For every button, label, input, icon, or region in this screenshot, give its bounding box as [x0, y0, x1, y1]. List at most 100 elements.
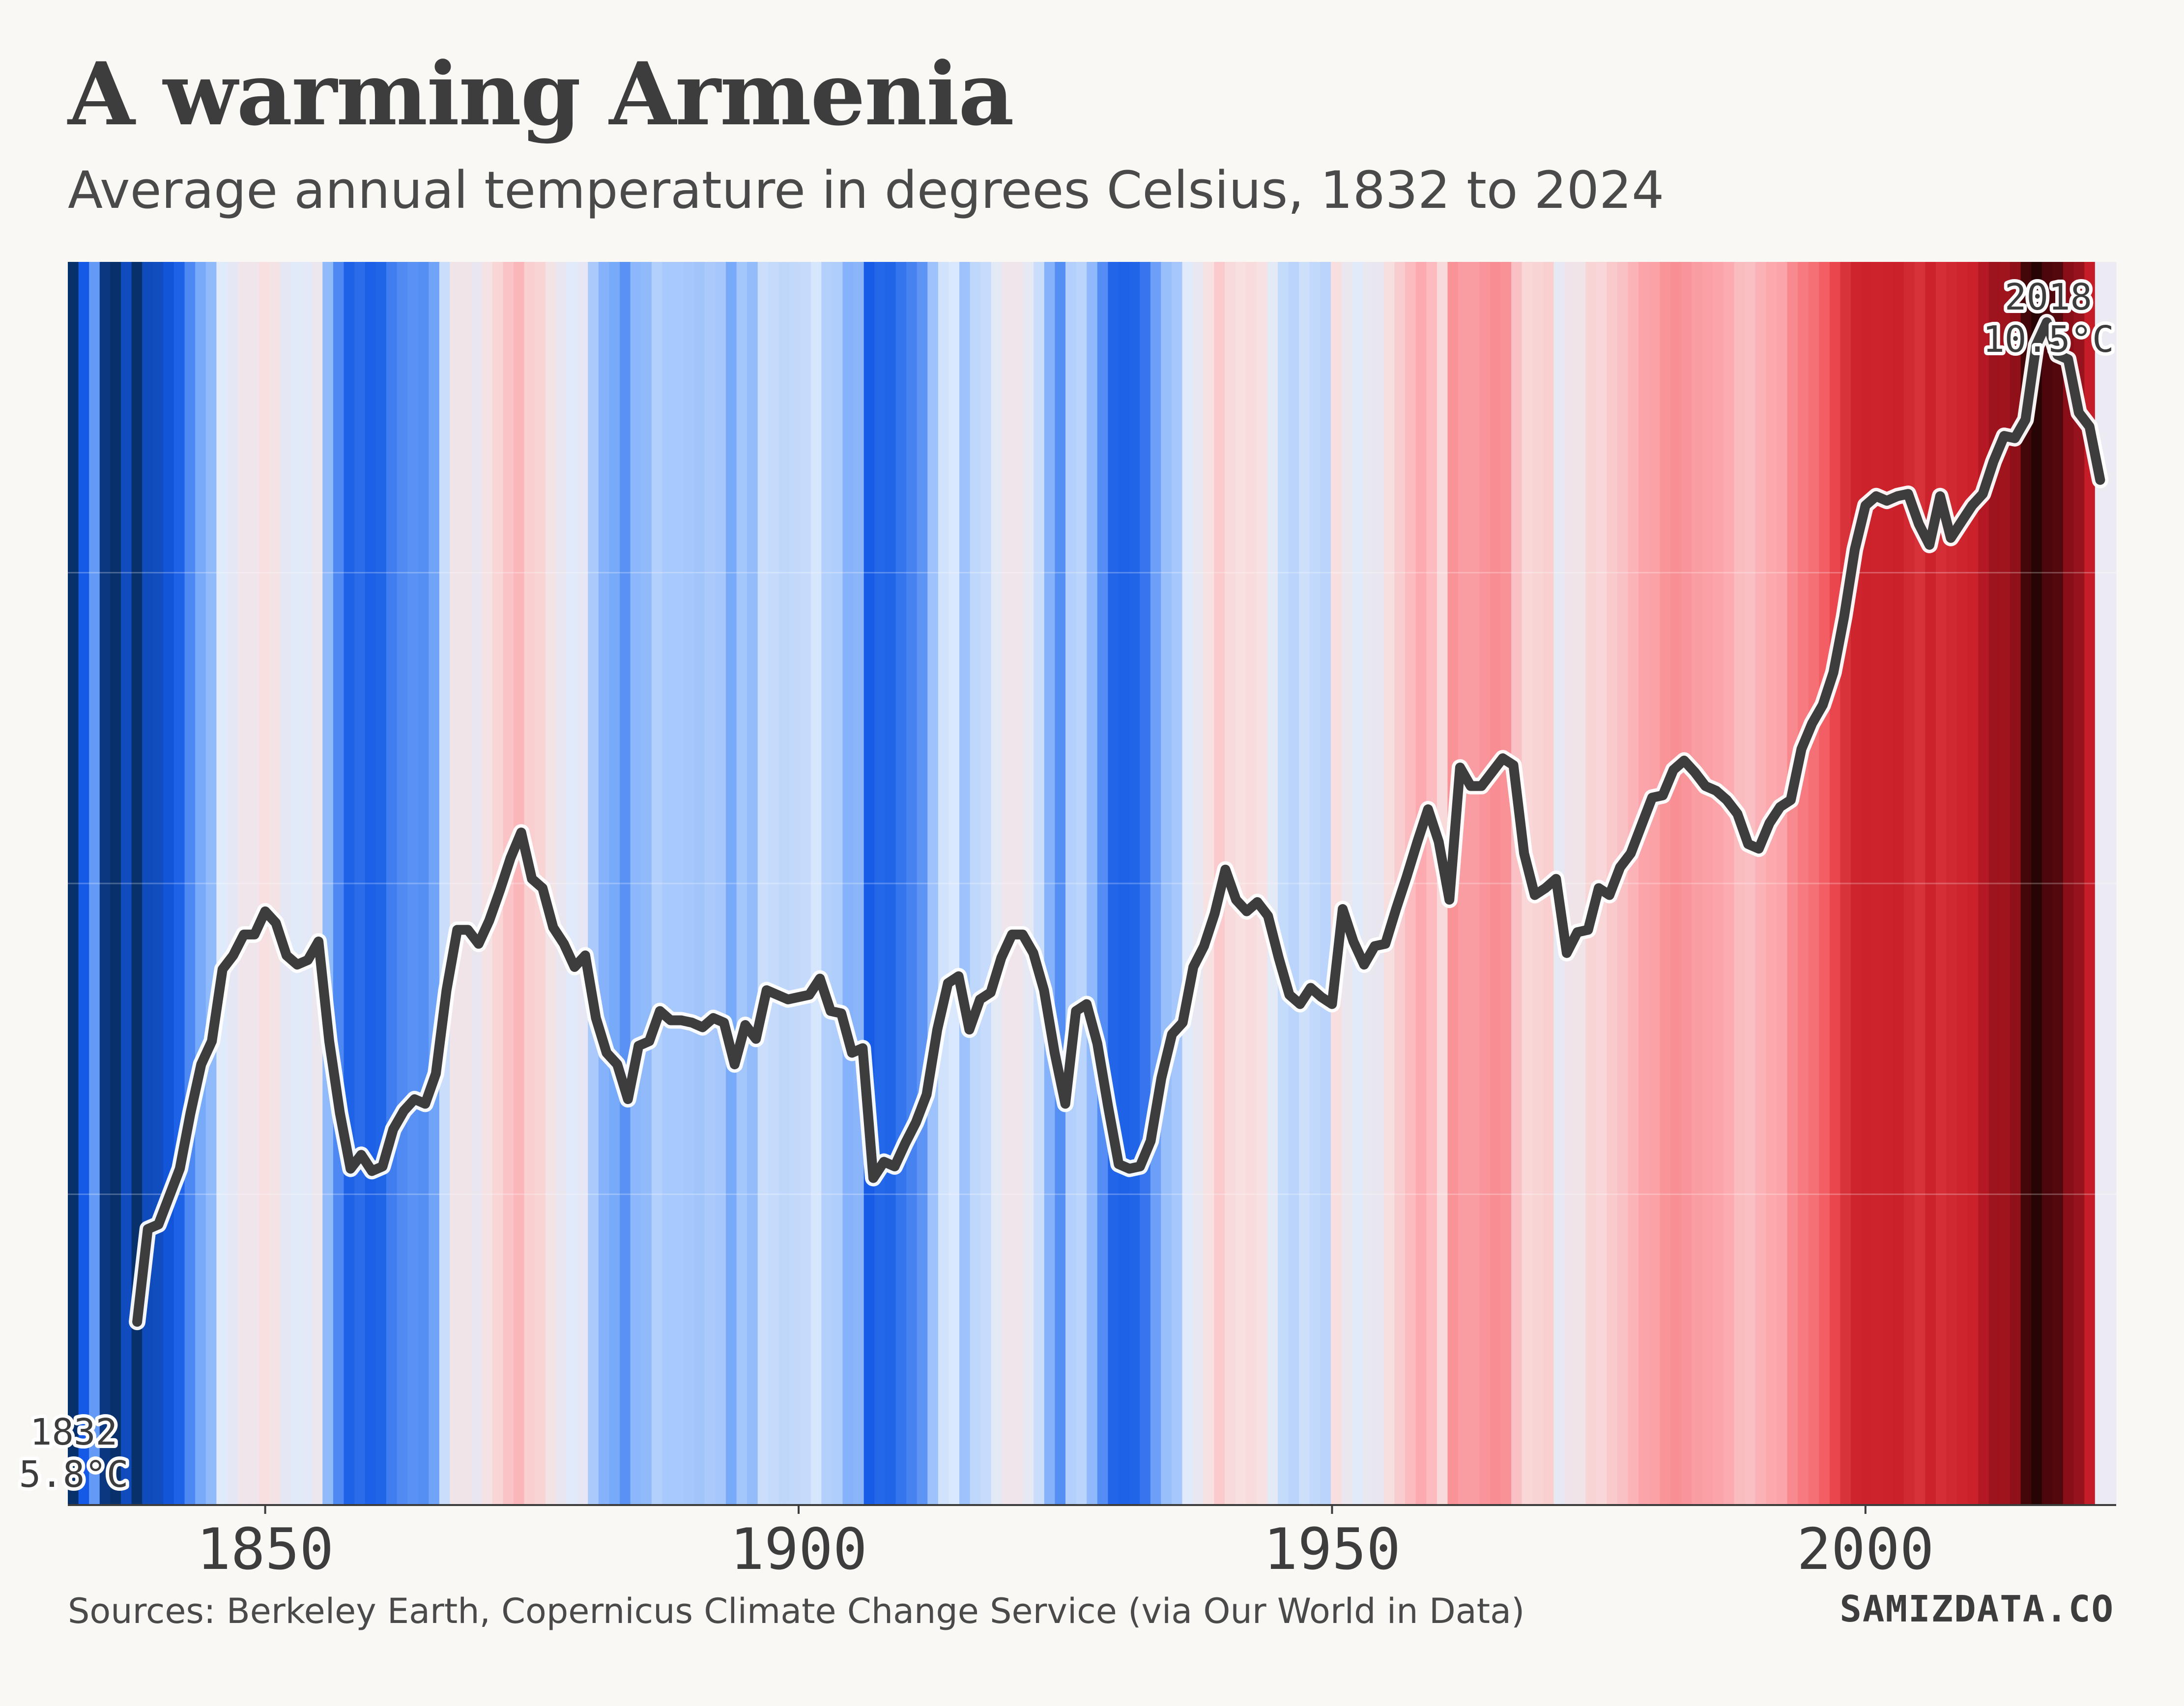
brand-logo[interactable]: SAMIZDATA.CO	[1839, 1588, 2114, 1630]
stripe-1950	[1320, 262, 1331, 1505]
stripe-1989	[1734, 262, 1745, 1505]
stripe-1995	[1798, 262, 1809, 1505]
stripe-1899	[778, 262, 790, 1505]
stripe-1949	[1309, 262, 1321, 1505]
stripe-1988	[1723, 262, 1735, 1505]
stripe-1981	[1649, 262, 1660, 1505]
stripe-1858	[344, 262, 355, 1505]
stripe-1882	[598, 262, 609, 1505]
stripe-1984	[1681, 262, 1692, 1505]
temperature-series	[129, 313, 2109, 1331]
stripe-1881	[588, 262, 599, 1505]
stripe-1838	[131, 262, 143, 1505]
stripe-2021	[2073, 262, 2085, 1505]
stripe-1874	[514, 262, 525, 1505]
stripe-2005	[1904, 262, 1915, 1505]
stripe-1839	[142, 262, 153, 1505]
stripe-1919	[991, 262, 1003, 1505]
stripe-1921	[1012, 262, 1024, 1505]
stripe-2010	[1957, 262, 1968, 1505]
stripe-1947	[1288, 262, 1299, 1505]
stripe-1862	[386, 262, 398, 1505]
x-tick-label-1850: 1850	[197, 1516, 334, 1583]
stripe-1954	[1362, 262, 1374, 1505]
stripe-1967	[1500, 262, 1512, 1505]
chart-title: A warming Armenia	[68, 43, 1014, 145]
stripe-1963	[1458, 262, 1469, 1505]
stripe-1933	[1140, 262, 1151, 1505]
stripe-1895	[736, 262, 747, 1505]
warming-stripes	[68, 262, 2117, 1505]
stripe-1936	[1171, 262, 1183, 1505]
grid-lines	[68, 572, 2116, 1195]
stripe-1860	[365, 262, 376, 1505]
annotation-start-value: 5.8°C	[19, 1453, 129, 1496]
stripe-1836	[110, 262, 121, 1505]
stripe-1997	[1819, 262, 1830, 1505]
source-note: Sources: Berkeley Earth, Copernicus Clim…	[68, 1591, 1525, 1631]
stripe-2003	[1882, 262, 1894, 1505]
stripe-1912	[917, 262, 928, 1505]
stripe-2016	[2020, 262, 2032, 1505]
stripe-1843	[184, 262, 196, 1505]
stripe-2020	[2063, 262, 2074, 1505]
stripe-1934	[1150, 262, 1161, 1505]
stripe-1939	[1203, 262, 1214, 1505]
stripe-1846	[216, 262, 228, 1505]
stripe-1857	[333, 262, 345, 1505]
stripe-1908	[874, 262, 886, 1505]
stripe-1845	[205, 262, 217, 1505]
stripe-1892	[704, 262, 716, 1505]
stripe-2019	[2052, 262, 2064, 1505]
stripe-1910	[895, 262, 907, 1505]
stripe-1850	[259, 262, 270, 1505]
stripe-1917	[970, 262, 981, 1505]
stripe-1877	[545, 262, 557, 1505]
stripe-1866	[429, 262, 440, 1505]
chart-subtitle: Average annual temperature in degrees Ce…	[68, 160, 1665, 220]
annotation-peak-year: 2018	[2005, 276, 2092, 318]
stripe-1852	[280, 262, 291, 1505]
stripe-1964	[1468, 262, 1480, 1505]
stripe-1854	[301, 262, 313, 1505]
stripe-1859	[354, 262, 366, 1505]
annotation-peak-value: 10.5°C	[1983, 318, 2114, 361]
stripe-1935	[1161, 262, 1172, 1505]
stripe-1929	[1097, 262, 1108, 1505]
stripe-1903	[821, 262, 833, 1505]
stripe-1886	[641, 262, 652, 1505]
stripe-1951	[1330, 262, 1342, 1505]
stripe-1959	[1415, 262, 1427, 1505]
stripe-2006	[1914, 262, 1925, 1505]
stripe-1880	[577, 262, 588, 1505]
stripe-1916	[959, 262, 971, 1505]
stripe-1943	[1246, 262, 1257, 1505]
stripe-1920	[1002, 262, 1013, 1505]
stripe-1909	[885, 262, 896, 1505]
x-axis: 1850 1900 1950 2000	[68, 1504, 2116, 1583]
stripe-1974	[1575, 262, 1586, 1505]
stripe-1883	[609, 262, 620, 1505]
stripe-1994	[1787, 262, 1798, 1505]
stripe-1900	[789, 262, 801, 1505]
stripe-1868	[450, 262, 461, 1505]
stripe-1990	[1745, 262, 1756, 1505]
stripe-1992	[1766, 262, 1777, 1505]
stripe-1898	[768, 262, 779, 1505]
stripe-1942	[1235, 262, 1246, 1505]
stripe-1955	[1373, 262, 1384, 1505]
stripe-2012	[1978, 262, 1989, 1505]
stripe-1871	[482, 262, 493, 1505]
stripe-1915	[948, 262, 960, 1505]
stripe-1952	[1341, 262, 1352, 1505]
stripe-1840	[152, 262, 164, 1505]
stripe-1946	[1277, 262, 1289, 1505]
stripe-1931	[1118, 262, 1130, 1505]
stripe-1864	[407, 262, 419, 1505]
stripe-1834	[89, 262, 100, 1505]
stripe-1944	[1256, 262, 1267, 1505]
stripe-1948	[1299, 262, 1310, 1505]
stripe-1893	[715, 262, 726, 1505]
stripe-1837	[120, 262, 132, 1505]
